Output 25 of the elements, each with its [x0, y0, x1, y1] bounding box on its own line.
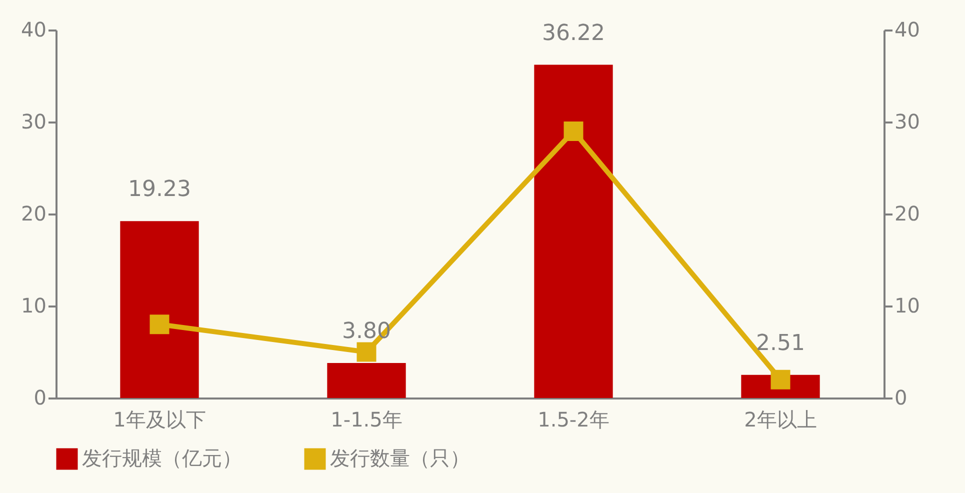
y-tick-label: 10: [21, 294, 46, 318]
y2-tick-label: 40: [894, 18, 920, 42]
data-label: 2.51: [756, 330, 805, 356]
point: [564, 121, 584, 141]
point: [150, 314, 170, 334]
y2-tick-label: 20: [894, 202, 920, 226]
x-tick-label: 1.5-2年: [538, 408, 610, 432]
y-tick-label: 20: [21, 202, 46, 226]
y-tick-label: 30: [21, 110, 46, 134]
legend-label: 发行规模（亿元）: [82, 446, 242, 470]
data-label: 36.22: [542, 20, 605, 46]
bar: [534, 64, 613, 398]
bar: [120, 221, 199, 398]
y2-tick-label: 30: [894, 110, 920, 134]
y-tick-label: 0: [34, 386, 46, 410]
y2-tick-label: 10: [894, 294, 920, 318]
x-tick-label: 1-1.5年: [330, 408, 402, 432]
x-tick-label: 1年及以下: [113, 408, 206, 432]
point: [356, 342, 376, 362]
y-tick-label: 40: [21, 18, 46, 42]
x-tick-label: 2年以上: [744, 408, 817, 432]
data-label: 19.23: [128, 177, 191, 202]
legend-label: 发行数量（只）: [330, 446, 470, 470]
bar: [327, 363, 406, 398]
y2-tick-label: 0: [894, 386, 908, 410]
